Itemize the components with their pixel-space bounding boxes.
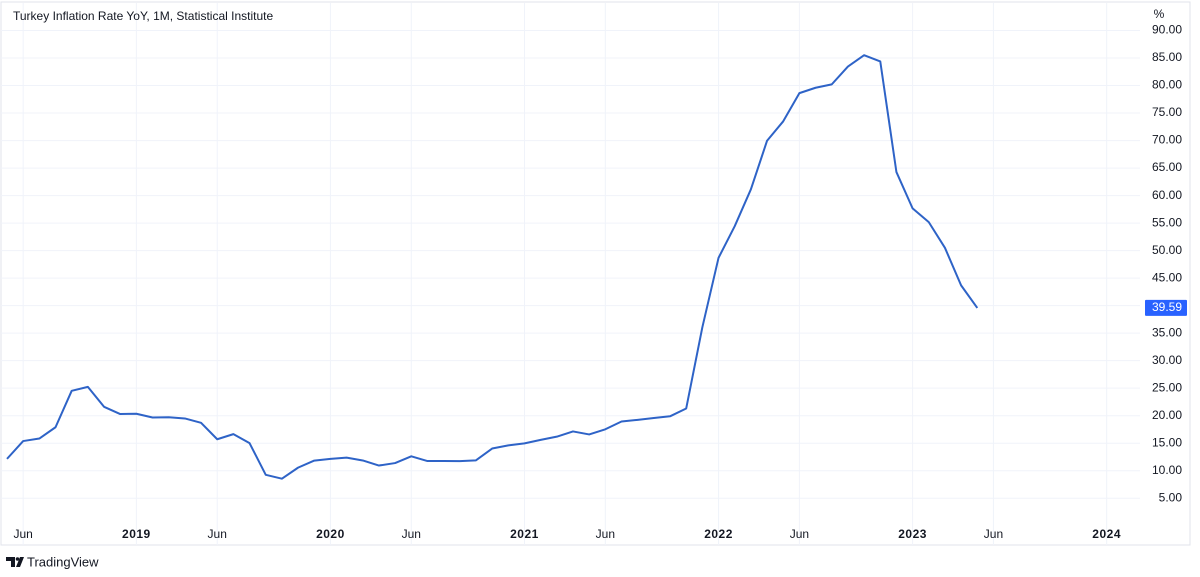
last-value-box: [1145, 299, 1187, 316]
y-tick-label: 35.00: [1152, 325, 1182, 339]
x-tick-label: Jun: [984, 527, 1003, 541]
grid: [1, 3, 1140, 545]
y-tick-label: 45.00: [1152, 270, 1182, 284]
plot: [6, 54, 979, 480]
x-tick-label: 2021: [510, 527, 539, 541]
chart-frame: [0, 1, 1191, 546]
y-tick-label: 65.00: [1152, 160, 1182, 174]
last-value-label: 39.59: [1152, 300, 1182, 314]
y-tick-label: 70.00: [1152, 133, 1182, 147]
y-tick-label: 10.00: [1152, 463, 1182, 477]
line-series: [6, 54, 979, 480]
x-tick-label: 2024: [1092, 527, 1121, 541]
chart-title: Turkey Inflation Rate YoY, 1M, Statistic…: [13, 9, 273, 23]
y-tick-label: 75.00: [1152, 105, 1182, 119]
y-tick-label: 15.00: [1152, 435, 1182, 449]
x-tick-label: Jun: [208, 527, 227, 541]
x-tick-label: 2019: [122, 527, 151, 541]
y-tick-label: 90.00: [1152, 23, 1182, 37]
y-tick-label: 5.00: [1159, 490, 1183, 504]
y-tick-label: 80.00: [1152, 78, 1182, 92]
y-tick-label: 60.00: [1152, 188, 1182, 202]
x-tick-label: Jun: [596, 527, 615, 541]
x-tick-label: Jun: [790, 527, 809, 541]
x-tick-label: Jun: [13, 527, 32, 541]
y-tick-label: 55.00: [1152, 215, 1182, 229]
y-tick-label: 20.00: [1152, 408, 1182, 422]
y-tick-label: 85.00: [1152, 50, 1182, 64]
brand: TradingView: [27, 554, 99, 569]
y-tick-label: 50.00: [1152, 243, 1182, 257]
y-tick-label: 30.00: [1152, 353, 1182, 367]
x-tick-label: 2023: [898, 527, 927, 541]
x-tick-label: Jun: [402, 527, 421, 541]
y-unit: %: [1154, 7, 1165, 21]
x-tick-label: 2020: [316, 527, 345, 541]
x-tick-label: 2022: [704, 527, 733, 541]
brand-logo: [6, 557, 24, 567]
y-tick-label: 25.00: [1152, 380, 1182, 394]
